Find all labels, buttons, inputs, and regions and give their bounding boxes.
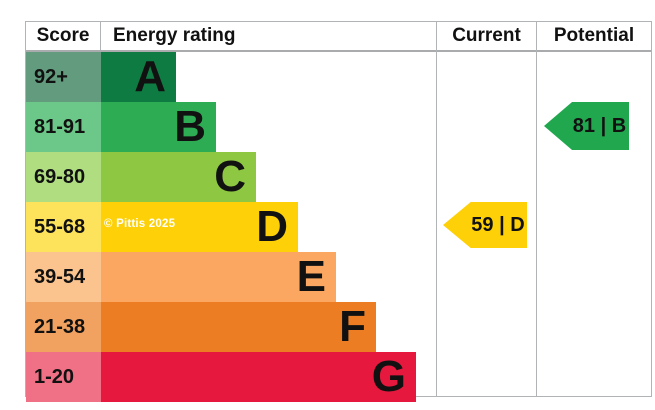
score-range-b: 81-91 [26, 102, 101, 152]
band-rows: 92+ A 81-91 B 69-80 C 55-68 D [26, 52, 651, 402]
rating-bar-c: C [101, 152, 256, 202]
score-range-f: 21-38 [26, 302, 101, 352]
band-row-d: 55-68 D [26, 202, 651, 252]
bar-track-f: F [101, 302, 651, 352]
bar-track-a: A [101, 52, 651, 102]
band-row-b: 81-91 B [26, 102, 651, 152]
rating-bar-d: D [101, 202, 298, 252]
epc-table: Score Energy rating Current Potential 92… [25, 21, 652, 402]
potential-column-divider [536, 22, 537, 396]
table-header: Score Energy rating Current Potential [26, 22, 651, 52]
band-row-g: 1-20 G [26, 352, 651, 402]
rating-bar-a: A [101, 52, 176, 102]
band-row-c: 69-80 C [26, 152, 651, 202]
bar-track-g: G [101, 352, 651, 402]
rating-bar-g: G [101, 352, 416, 402]
bar-track-b: B [101, 102, 651, 152]
score-range-e: 39-54 [26, 252, 101, 302]
band-row-f: 21-38 F [26, 302, 651, 352]
rating-bar-b: B [101, 102, 216, 152]
bar-track-c: C [101, 152, 651, 202]
band-row-a: 92+ A [26, 52, 651, 102]
score-range-a: 92+ [26, 52, 101, 102]
score-range-c: 69-80 [26, 152, 101, 202]
potential-rating-arrow: 81 | B [544, 102, 629, 150]
header-score: Score [26, 22, 101, 50]
header-energy-rating: Energy rating [113, 25, 236, 46]
header-current: Current [436, 22, 536, 50]
rating-bar-e: E [101, 252, 336, 302]
copyright-watermark: © Pittis 2025 [104, 218, 176, 230]
current-column-divider [436, 22, 437, 396]
bar-track-e: E [101, 252, 651, 302]
score-range-g: 1-20 [26, 352, 101, 402]
rating-bar-f: F [101, 302, 376, 352]
band-row-e: 39-54 E [26, 252, 651, 302]
bar-track-d: D [101, 202, 651, 252]
header-potential: Potential [536, 22, 651, 50]
score-range-d: 55-68 [26, 202, 101, 252]
